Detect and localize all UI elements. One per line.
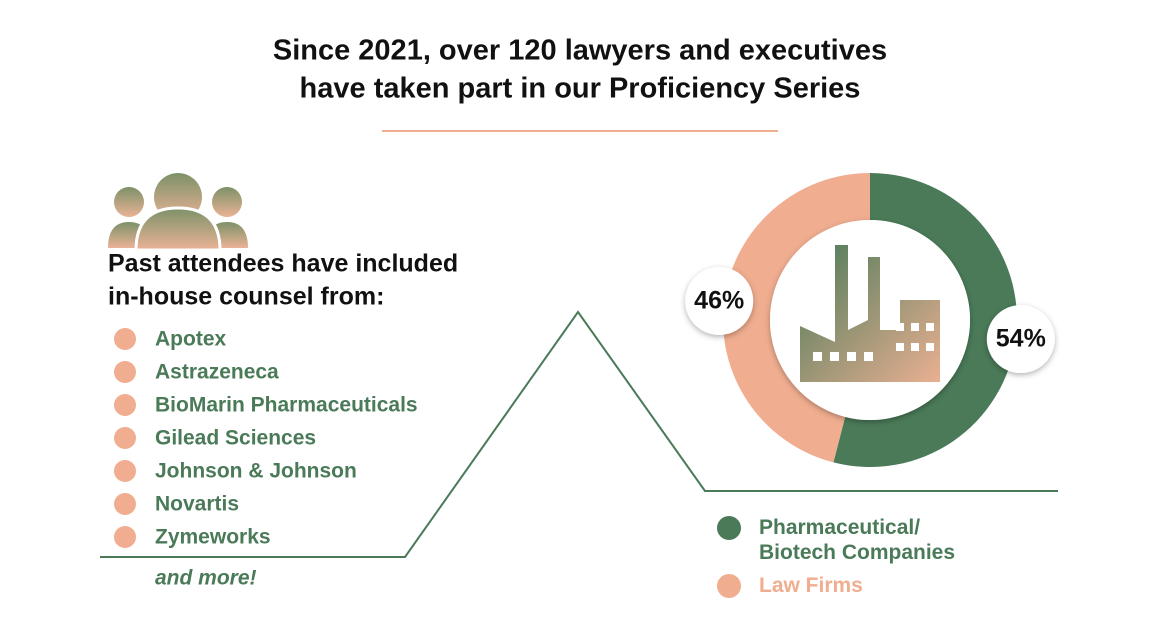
donut-segment [833,173,1018,467]
value-label: 46% [694,287,744,315]
legend-label: Pharmaceutical/ Biotech Companies [759,516,956,564]
bullet [114,493,136,515]
legend-dot [717,516,741,540]
title-line: Since 2021, over 120 lawyers and executi… [273,35,887,67]
trend-line [100,310,1058,558]
people-icon [108,173,248,252]
attendee: Zymeworks [155,526,271,549]
legend-label: Law Firms [759,574,863,597]
list-heading: Past attendees have included [108,250,458,278]
list-heading: in-house counsel from: [108,283,384,311]
attendee: Astrazeneca [155,361,279,384]
attendee: Novartis [155,493,239,516]
bullet [114,328,136,350]
attendee: BioMarin Pharmaceuticals [155,394,418,417]
attendee: Gilead Sciences [155,427,316,450]
donut-segment [723,173,870,463]
bullet [114,526,136,548]
title-line: have taken part in our Proficiency Serie… [300,73,861,105]
more-note: and more! [155,567,257,590]
legend-dot [717,574,741,598]
attendee: Apotex [155,328,226,351]
bullet [114,427,136,449]
bullet [114,460,136,482]
bullet [114,394,136,416]
bullet [114,361,136,383]
value-label: 54% [996,325,1046,353]
label-badge [986,305,1055,374]
label-badge [685,266,754,335]
factory-icon [800,245,940,382]
attendee: Johnson & Johnson [155,460,357,483]
